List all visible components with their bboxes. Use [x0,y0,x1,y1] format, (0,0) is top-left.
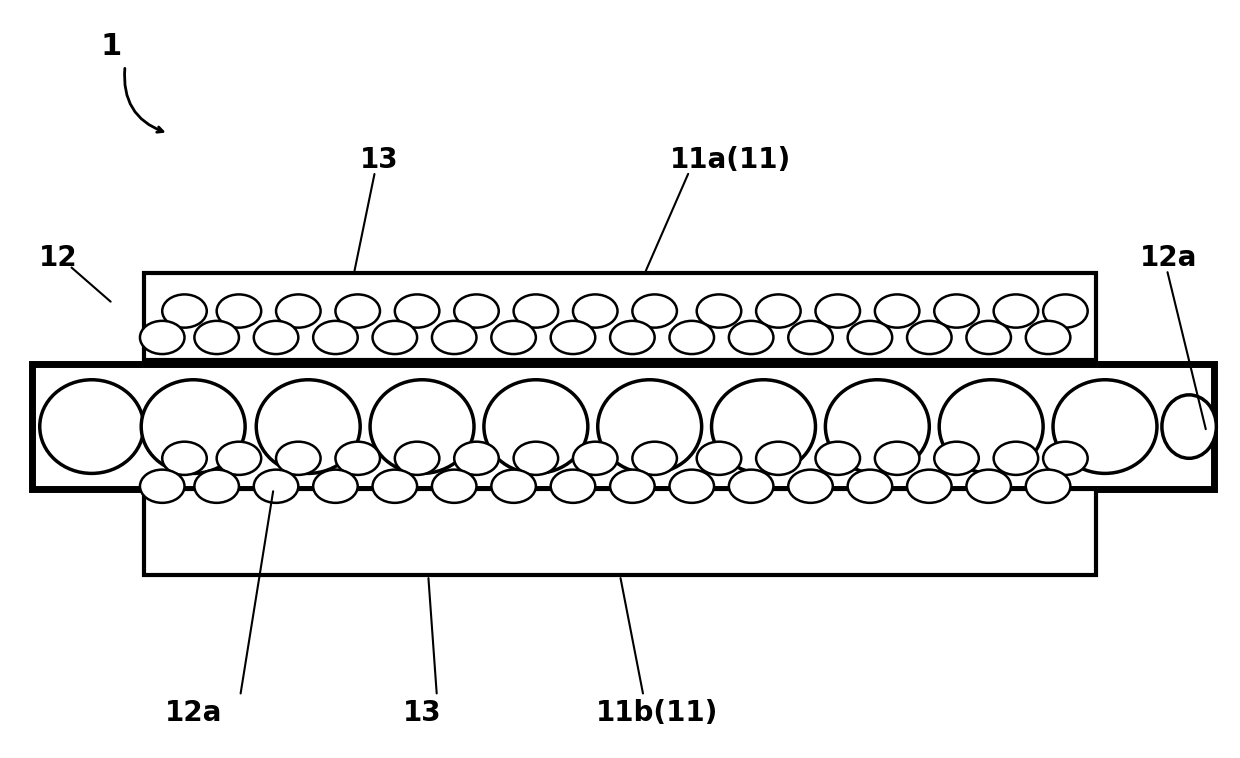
Ellipse shape [598,380,702,474]
Ellipse shape [993,294,1038,327]
Ellipse shape [816,294,861,327]
Ellipse shape [756,294,801,327]
Ellipse shape [697,294,742,327]
Ellipse shape [875,294,919,327]
Ellipse shape [670,470,714,503]
Ellipse shape [729,470,774,503]
Ellipse shape [1025,470,1070,503]
Ellipse shape [875,442,919,475]
Ellipse shape [372,470,417,503]
Text: 1: 1 [100,32,122,61]
Ellipse shape [432,321,476,354]
Text: 13: 13 [360,146,399,174]
Bar [144,274,1096,360]
Ellipse shape [551,470,595,503]
Ellipse shape [162,442,207,475]
Ellipse shape [816,442,861,475]
Bar [144,488,1096,575]
Text: 12: 12 [38,244,77,272]
Ellipse shape [712,380,816,474]
Ellipse shape [394,442,439,475]
Ellipse shape [513,294,558,327]
Ellipse shape [195,321,239,354]
Ellipse shape [1162,395,1216,459]
Ellipse shape [254,470,299,503]
Ellipse shape [217,294,262,327]
Ellipse shape [314,470,357,503]
Ellipse shape [195,470,239,503]
Ellipse shape [1025,321,1070,354]
Ellipse shape [551,321,595,354]
Text: 13: 13 [403,699,441,727]
Ellipse shape [372,321,417,354]
Ellipse shape [370,380,474,474]
Text: 11b(11): 11b(11) [596,699,718,727]
Ellipse shape [1043,294,1087,327]
Ellipse shape [993,442,1038,475]
Ellipse shape [491,321,536,354]
Ellipse shape [632,294,677,327]
Ellipse shape [934,294,978,327]
Ellipse shape [141,380,246,474]
Ellipse shape [162,294,207,327]
Ellipse shape [573,294,618,327]
Ellipse shape [906,470,951,503]
Ellipse shape [40,380,144,474]
Ellipse shape [934,442,978,475]
Ellipse shape [1043,442,1087,475]
Ellipse shape [277,442,321,475]
Ellipse shape [573,442,618,475]
Text: 11a(11): 11a(11) [670,146,791,174]
Ellipse shape [484,380,588,474]
Ellipse shape [826,380,929,474]
Ellipse shape [697,442,742,475]
Ellipse shape [491,470,536,503]
Bar [32,364,1214,488]
Ellipse shape [394,294,439,327]
Ellipse shape [848,321,893,354]
Ellipse shape [939,380,1043,474]
Ellipse shape [789,321,833,354]
Ellipse shape [454,442,498,475]
Ellipse shape [906,321,951,354]
Ellipse shape [610,321,655,354]
Ellipse shape [729,321,774,354]
Ellipse shape [336,442,379,475]
Ellipse shape [966,470,1011,503]
Text: 12a: 12a [1140,244,1197,272]
Ellipse shape [756,442,801,475]
Ellipse shape [966,321,1011,354]
Ellipse shape [670,321,714,354]
Ellipse shape [432,470,476,503]
Ellipse shape [1053,380,1157,474]
Ellipse shape [217,442,262,475]
Ellipse shape [314,321,357,354]
Ellipse shape [513,442,558,475]
Ellipse shape [610,470,655,503]
Ellipse shape [140,470,185,503]
Ellipse shape [257,380,360,474]
Ellipse shape [789,470,833,503]
Ellipse shape [454,294,498,327]
Ellipse shape [848,470,893,503]
Ellipse shape [336,294,379,327]
Ellipse shape [632,442,677,475]
Ellipse shape [140,321,185,354]
Ellipse shape [277,294,321,327]
Text: 12a: 12a [165,699,222,727]
Ellipse shape [254,321,299,354]
